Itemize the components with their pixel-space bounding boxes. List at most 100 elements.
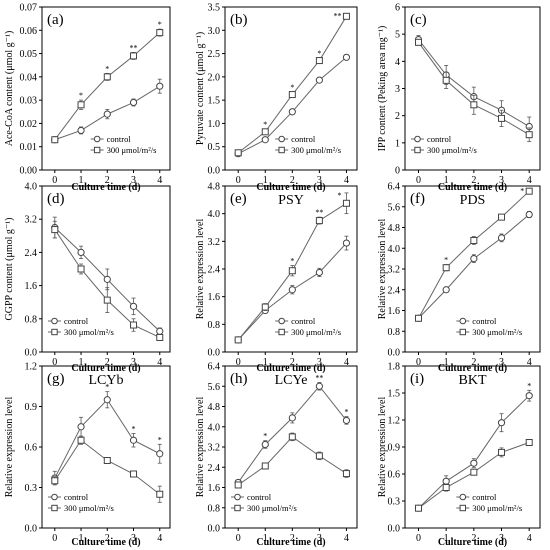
x-axis-label: Culture time (d) xyxy=(71,537,140,548)
legend-square-marker xyxy=(278,146,285,154)
data-point-circle xyxy=(156,327,164,335)
x-tick-label: 3 xyxy=(499,533,504,544)
chart-panel-a: 0 1 2 3 4 0.00 0.01 0.02 0.03 0.04 0.05 0.06 0.07 Cul… xyxy=(4,3,171,193)
x-tick-label: 1 xyxy=(444,175,449,186)
data-point-square xyxy=(51,477,59,485)
x-tick-label: 2 xyxy=(105,175,110,186)
data-point-circle xyxy=(315,268,323,277)
data-point-square xyxy=(51,136,59,144)
y-tick-label: 1.2 xyxy=(388,416,401,427)
panel-label: (h) xyxy=(230,371,248,387)
x-tick-label: 2 xyxy=(290,357,295,368)
significance-mark: ** xyxy=(315,208,323,217)
data-point-circle xyxy=(470,255,478,263)
legend-circle-marker xyxy=(93,135,101,143)
series-line xyxy=(54,398,160,479)
y-tick-label: 0.01 xyxy=(20,142,38,153)
legend-label: 300 μmol/m²/s xyxy=(64,327,114,337)
x-axis-label: Culture time (d) xyxy=(256,537,325,548)
y-tick-label: 4.0 xyxy=(208,209,221,220)
legend-label: control xyxy=(64,316,89,326)
x-tick-label: 2 xyxy=(471,533,476,544)
data-point-square xyxy=(261,462,269,470)
data-point-square xyxy=(103,457,111,464)
data-point-circle xyxy=(77,126,85,135)
data-point-circle xyxy=(497,234,506,242)
significance-mark: ** xyxy=(333,12,341,21)
y-tick-label: 2.0 xyxy=(208,72,221,83)
data-point-circle xyxy=(315,382,323,390)
y-tick-label: 5 xyxy=(395,30,400,41)
series-control xyxy=(51,391,164,486)
legend-square-marker xyxy=(234,504,241,512)
significance-mark: * xyxy=(105,64,109,73)
y-tick-label: 1.6 xyxy=(388,306,401,317)
y-tick-label: 0.02 xyxy=(20,119,38,130)
x-tick-label: 4 xyxy=(344,357,349,368)
series-treatment xyxy=(51,435,164,503)
y-tick-label: 3.2 xyxy=(208,237,221,248)
x-axis-label: Culture time (d) xyxy=(438,182,507,193)
series-control xyxy=(414,210,533,322)
legend-circle-marker xyxy=(51,493,58,501)
x-tick-label: 2 xyxy=(105,357,110,368)
legend-label: 300 μmol/m²/s xyxy=(247,503,297,513)
series-control xyxy=(234,382,351,487)
x-tick-label: 0 xyxy=(52,533,57,544)
series-control xyxy=(414,35,533,137)
y-tick-label: 0.3 xyxy=(388,497,401,508)
data-point-square xyxy=(415,38,422,46)
legend-label: 300 μmol/m²/s xyxy=(291,145,341,155)
y-axis-label: Relative expression level xyxy=(195,397,206,498)
x-tick-label: 3 xyxy=(317,533,322,544)
x-tick-label: 4 xyxy=(527,357,532,368)
data-point-square xyxy=(442,484,450,491)
y-tick-label: 2.5 xyxy=(208,49,221,60)
data-point-square xyxy=(234,336,242,344)
legend-square-marker xyxy=(459,504,467,512)
y-tick-label: 0.8 xyxy=(208,320,221,331)
data-point-square xyxy=(156,29,164,37)
data-point-square xyxy=(525,187,533,195)
data-point-circle xyxy=(525,210,533,219)
x-tick-label: 0 xyxy=(236,175,241,186)
x-tick-label: 1 xyxy=(79,175,84,186)
y-tick-label: 2.4 xyxy=(25,248,38,259)
data-point-square xyxy=(51,226,59,234)
x-tick-label: 0 xyxy=(236,533,241,544)
data-point-square xyxy=(498,213,506,221)
legend-label: 300 μmol/m²/s xyxy=(107,145,157,155)
data-point-circle xyxy=(470,459,478,467)
chart-panel-h: 0 1 2 3 4 0.0 0.8 1.6 2.4 3.2 4.0 4.8 5.6 6.4 Culture … xyxy=(195,362,358,548)
x-tick-label: 3 xyxy=(317,357,322,368)
x-tick-label: 0 xyxy=(416,175,421,186)
legend-label: control xyxy=(64,492,89,502)
data-point-square xyxy=(103,296,111,304)
significance-mark: * xyxy=(132,425,136,434)
data-point-square xyxy=(77,101,85,109)
significance-mark: * xyxy=(337,191,341,200)
y-tick-label: 0.5 xyxy=(208,142,221,153)
y-tick-label: 0.0 xyxy=(388,524,401,535)
data-point-square xyxy=(442,76,450,84)
y-axis-label: Relative expression level xyxy=(4,397,15,498)
legend-label: 300 μmol/m²/s xyxy=(64,503,114,513)
gene-label: BKT xyxy=(459,373,487,388)
data-point-square xyxy=(342,12,350,20)
significance-mark: * xyxy=(344,408,348,417)
x-tick-label: 1 xyxy=(444,357,449,368)
x-tick-label: 1 xyxy=(444,533,449,544)
data-point-circle xyxy=(342,239,351,247)
legend-label: control xyxy=(291,316,316,326)
x-tick-label: 4 xyxy=(344,533,349,544)
data-point-square xyxy=(315,452,323,460)
panel-label: (g) xyxy=(47,371,65,387)
x-tick-label: 1 xyxy=(79,357,84,368)
data-point-square xyxy=(234,149,242,157)
legend-circle-marker xyxy=(234,493,241,501)
x-tick-label: 4 xyxy=(157,357,162,368)
significance-mark: * xyxy=(527,381,531,390)
series-treatment xyxy=(415,439,533,512)
